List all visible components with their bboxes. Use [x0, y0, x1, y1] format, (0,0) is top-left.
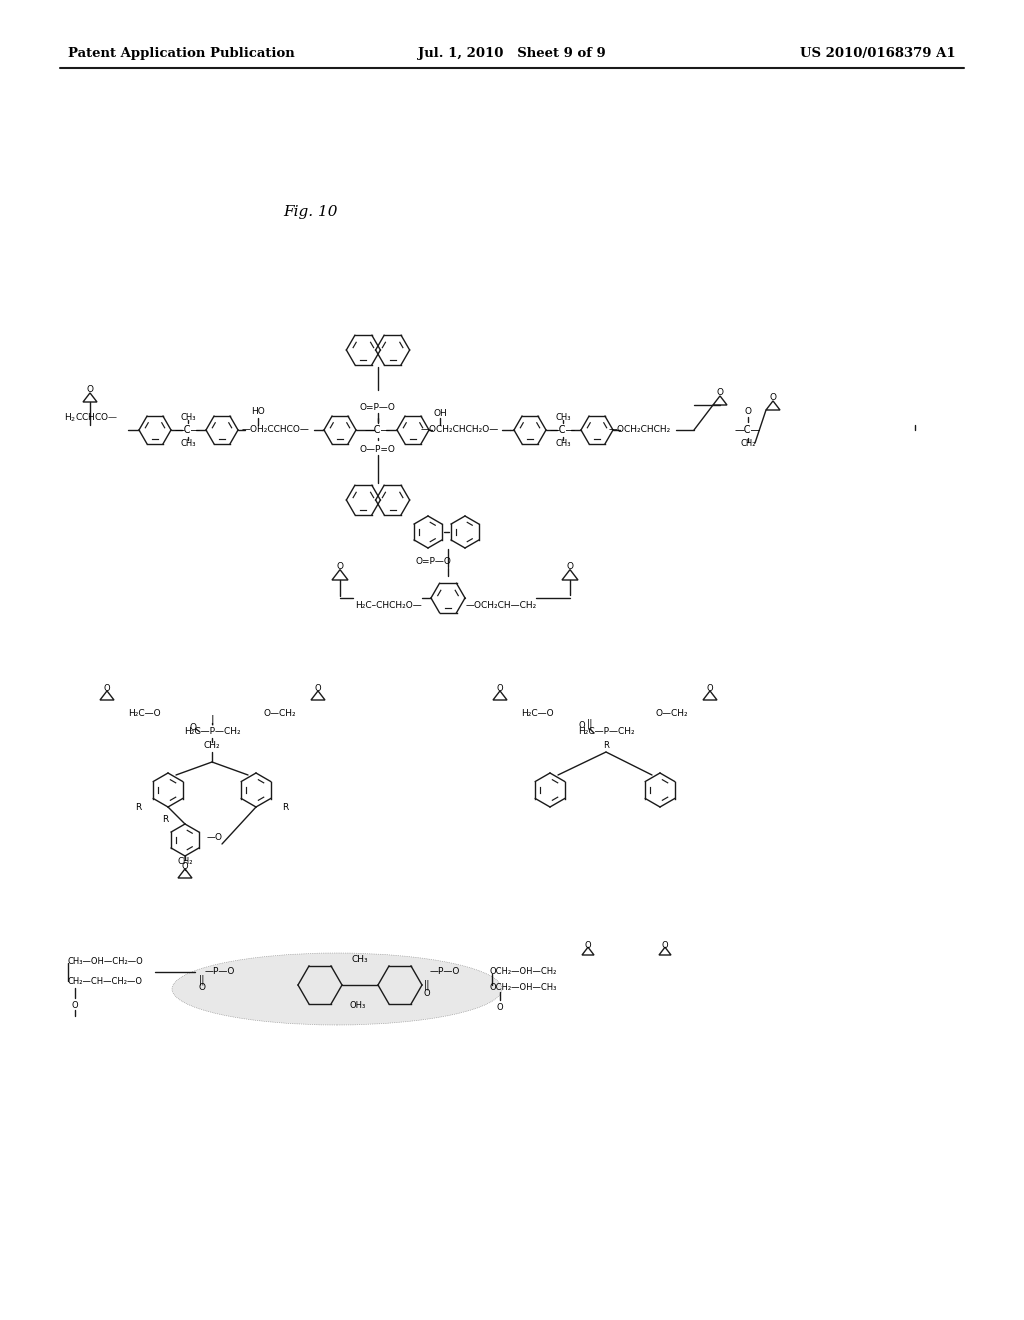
Text: O—CH₂: O—CH₂ — [656, 710, 688, 718]
Text: H₂C—P—CH₂: H₂C—P—CH₂ — [578, 727, 634, 737]
Text: CH₂: CH₂ — [740, 438, 756, 447]
Text: H₂C—P—CH₂: H₂C—P—CH₂ — [183, 727, 241, 737]
Text: HO: HO — [251, 408, 265, 417]
Text: O: O — [769, 393, 776, 403]
Text: —C—: —C— — [735, 425, 761, 436]
Text: H₂C—O: H₂C—O — [521, 710, 554, 718]
Text: CH₃: CH₃ — [180, 412, 196, 421]
Text: —C—: —C— — [550, 425, 577, 436]
Text: CH₃: CH₃ — [180, 438, 196, 447]
Text: O=P—O: O=P—O — [415, 557, 451, 566]
Text: O: O — [662, 941, 669, 949]
Text: O: O — [497, 1002, 504, 1011]
Text: CH₂: CH₂ — [204, 741, 220, 750]
Text: —C—: —C— — [365, 425, 391, 436]
Text: O: O — [72, 1001, 78, 1010]
Text: O: O — [707, 684, 714, 693]
Text: CH₂: CH₂ — [177, 858, 193, 866]
Text: Jul. 1, 2010   Sheet 9 of 9: Jul. 1, 2010 Sheet 9 of 9 — [418, 46, 606, 59]
Text: OCH₂—OH—CH₂: OCH₂—OH—CH₂ — [490, 968, 557, 977]
Text: Patent Application Publication: Patent Application Publication — [68, 46, 295, 59]
Text: OCH₂—OH—CH₃: OCH₂—OH—CH₃ — [490, 982, 557, 991]
Text: O: O — [744, 408, 752, 417]
Text: O: O — [199, 983, 206, 993]
Text: —P—O: —P—O — [430, 968, 461, 977]
Text: O: O — [103, 684, 111, 693]
Text: R: R — [603, 741, 609, 750]
Text: H₂C—O: H₂C—O — [128, 710, 161, 718]
Text: O: O — [585, 941, 591, 949]
Text: O: O — [189, 722, 197, 731]
Text: O: O — [424, 989, 430, 998]
Text: —OCH₂CH—CH₂: —OCH₂CH—CH₂ — [466, 602, 538, 610]
Text: O: O — [566, 562, 573, 572]
Text: R: R — [282, 804, 288, 813]
Text: O: O — [337, 562, 343, 572]
Text: OH₃: OH₃ — [350, 1001, 367, 1010]
Text: CH₃: CH₃ — [555, 438, 570, 447]
Text: CH₂—CH—CH₂—O: CH₂—CH—CH₂—O — [68, 978, 143, 986]
Text: |: | — [210, 714, 214, 725]
Text: O: O — [497, 684, 504, 693]
Text: CH₃: CH₃ — [555, 412, 570, 421]
Text: ||: || — [424, 979, 430, 990]
Text: US 2010/0168379 A1: US 2010/0168379 A1 — [801, 46, 956, 59]
Text: —OCH₂CHCH₂O—: —OCH₂CHCH₂O— — [421, 425, 499, 434]
Ellipse shape — [172, 953, 502, 1026]
Text: O: O — [579, 721, 585, 730]
Text: —C—: —C— — [175, 425, 201, 436]
Text: CH₃—OH—CH₂—O: CH₃—OH—CH₂—O — [68, 957, 143, 966]
Text: R: R — [135, 804, 141, 813]
Text: Fig. 10: Fig. 10 — [283, 205, 337, 219]
Text: O—CH₂: O—CH₂ — [263, 710, 296, 718]
Text: —O: —O — [207, 833, 223, 842]
Text: O=P—O: O=P—O — [360, 404, 396, 412]
Text: OH: OH — [433, 408, 446, 417]
Text: H₂C–CHCH₂O—: H₂C–CHCH₂O— — [355, 602, 422, 610]
Text: H$_2$CCHCO—: H$_2$CCHCO— — [63, 412, 118, 424]
Text: O: O — [181, 862, 188, 871]
Text: CH₃: CH₃ — [351, 956, 369, 965]
Text: ||: || — [587, 719, 593, 729]
Text: O—P=O: O—P=O — [360, 446, 396, 454]
Text: —OCH₂CHCH₂: —OCH₂CHCH₂ — [609, 425, 671, 434]
Text: O: O — [86, 385, 93, 395]
Text: R: R — [162, 816, 168, 825]
Text: ||: || — [199, 974, 205, 985]
Text: O: O — [717, 388, 724, 397]
Text: —P—O: —P—O — [205, 968, 236, 977]
Text: —OH₂CCHCO—: —OH₂CCHCO— — [241, 425, 309, 434]
Text: O: O — [314, 684, 322, 693]
